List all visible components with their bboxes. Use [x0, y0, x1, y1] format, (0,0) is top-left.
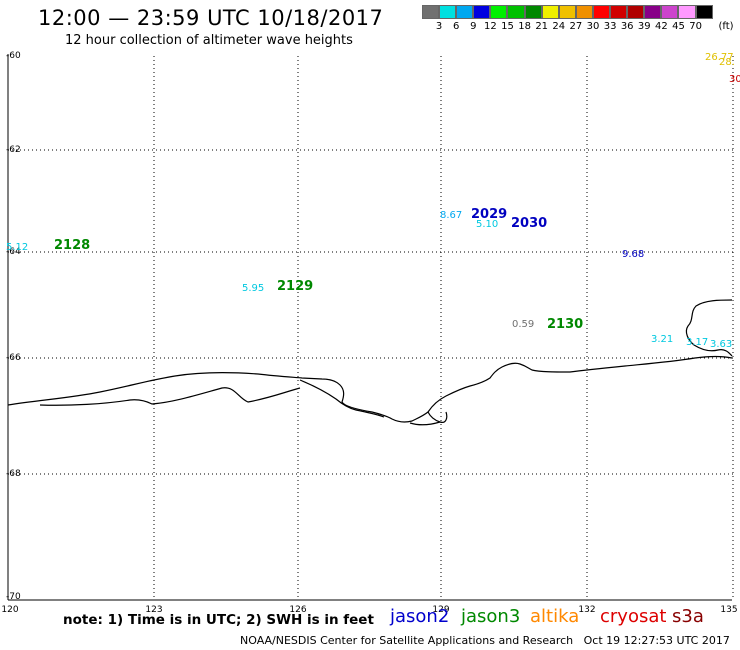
pass-time-label: 2128 — [54, 238, 91, 253]
wave-height-value: 5.95 — [242, 283, 265, 294]
wave-height-value: 9.68 — [622, 249, 645, 260]
color-scale-label: 42 — [655, 21, 668, 32]
color-scale-label: 9 — [470, 21, 477, 32]
color-swatch — [558, 5, 576, 19]
color-scale-label: 27 — [569, 21, 583, 32]
color-swatch — [541, 5, 559, 19]
satellite-legend-item: cryosat — [600, 606, 667, 627]
wave-height-value: 28. — [719, 57, 735, 68]
color-swatch — [422, 5, 440, 19]
satellite-legend-item: jason2 — [390, 606, 450, 627]
color-swatch — [644, 5, 662, 19]
graticule — [8, 56, 734, 600]
wave-height-value: 30 — [729, 74, 740, 85]
color-swatch — [678, 5, 696, 19]
color-scale-label: 6 — [453, 21, 460, 32]
color-scale-label: 3 — [435, 21, 443, 32]
color-scale-label: 18 — [518, 21, 531, 32]
lat-label: -60 — [6, 51, 21, 61]
coastline-fjord-east — [685, 299, 733, 357]
units-note: note: 1) Time is in UTC; 2) SWH is in fe… — [63, 612, 374, 628]
lon-label: 126 — [289, 605, 307, 615]
wave-height-value: 3.21 — [651, 334, 674, 345]
coastline — [7, 299, 733, 426]
color-scale — [422, 5, 713, 19]
lon-label: 129 — [432, 605, 450, 615]
lon-label: 123 — [145, 605, 163, 615]
lon-label: 135 — [720, 605, 738, 615]
color-swatch — [575, 5, 593, 19]
coastline-main — [7, 355, 733, 423]
color-swatch — [507, 5, 525, 19]
color-scale-label: 15 — [501, 21, 514, 32]
wave-height-value: 8.67 — [440, 210, 463, 221]
color-swatch — [627, 5, 645, 19]
lat-label: -64 — [6, 247, 21, 257]
color-swatch — [695, 5, 713, 19]
color-scale-label: 33 — [603, 21, 617, 32]
footer-timestamp: Oct 19 12:27:53 UTC 2017 — [583, 634, 730, 647]
wave-height-value: 3.17 — [686, 337, 709, 348]
wave-height-value: 3.63 — [710, 339, 733, 350]
lon-label: 132 — [578, 605, 596, 615]
lat-label: -68 — [6, 469, 21, 479]
color-swatch — [490, 5, 508, 19]
satellite-legend-item: s3a — [672, 606, 704, 627]
wave-height-value: 0.59 — [512, 319, 535, 330]
pass-time-label: 2029 — [471, 207, 508, 222]
wave-height-value: 26.77 — [705, 52, 734, 63]
wave-height-value: 5.12 — [6, 242, 29, 253]
color-swatch — [592, 5, 611, 19]
color-swatch — [524, 5, 542, 19]
pass-time-label: 2129 — [277, 279, 314, 294]
lat-label: -70 — [6, 592, 21, 602]
coastline-shelf-west — [39, 387, 301, 406]
color-scale-labels: 3 6 9 12 15 18 21 24 27 30 33 36 39 42 45 70 (ft) — [422, 21, 740, 35]
footer-credit: NOAA/NESDIS Center for Satellite Applica… — [240, 634, 730, 647]
color-scale-label: 12 — [484, 21, 497, 32]
color-swatch — [439, 5, 457, 19]
color-scale-label: 21 — [535, 21, 549, 32]
color-scale-label: 70 — [689, 21, 702, 32]
color-swatch — [456, 5, 474, 19]
color-swatch — [661, 5, 679, 19]
lon-label: 120 — [1, 605, 19, 615]
color-scale-label: 30 — [586, 21, 600, 32]
lat-label: -62 — [6, 145, 21, 155]
lat-label: -66 — [6, 353, 21, 363]
pass-time-label: 2130 — [547, 317, 584, 332]
color-swatch — [473, 5, 491, 19]
color-scale-label: 36 — [620, 21, 634, 32]
wave-height-value: 5.10 — [476, 219, 499, 230]
color-scale-label: 24 — [552, 21, 566, 32]
color-scale-label: 39 — [637, 21, 651, 32]
satellite-legend-item: jason3 — [461, 606, 521, 627]
footer-agency: NOAA/NESDIS Center for Satellite Applica… — [240, 634, 574, 647]
pass-time-label: 2030 — [511, 216, 548, 231]
coastline-headland — [409, 421, 441, 426]
color-scale-label: 45 — [672, 21, 685, 32]
coastline-peninsula — [427, 411, 448, 423]
satellite-legend-item: altika — [530, 606, 580, 627]
coastline-bay-inner — [299, 379, 385, 418]
color-scale-unit: (ft) — [718, 21, 734, 32]
color-swatch — [610, 5, 628, 19]
chart-subtitle: 12 hour collection of altimeter wave hei… — [65, 33, 353, 48]
chart-title: 12:00 — 23:59 UTC 10/18/2017 — [38, 6, 384, 30]
